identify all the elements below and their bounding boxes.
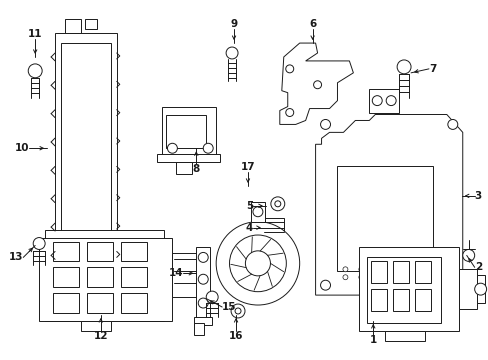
Text: 13: 13 (9, 252, 23, 262)
Bar (366, 257, 440, 323)
Text: 7: 7 (428, 64, 435, 74)
Circle shape (390, 275, 395, 280)
Bar (196, 247, 210, 319)
Circle shape (274, 201, 280, 207)
Text: 15: 15 (222, 302, 236, 312)
Circle shape (245, 251, 270, 276)
Circle shape (198, 298, 208, 308)
Bar (176, 162, 192, 174)
Bar (87, 267, 113, 287)
Bar (45, 230, 164, 321)
Circle shape (285, 65, 293, 73)
Bar (70, 271, 90, 279)
Circle shape (474, 283, 486, 295)
Circle shape (198, 252, 208, 262)
Bar (337, 166, 432, 271)
Circle shape (447, 280, 457, 290)
Bar (476, 275, 484, 303)
Circle shape (320, 280, 330, 290)
Bar (458, 269, 476, 309)
Circle shape (462, 249, 474, 261)
Circle shape (203, 143, 213, 153)
Bar (194, 317, 212, 325)
Circle shape (313, 81, 321, 89)
Text: 16: 16 (228, 331, 243, 341)
Bar (85, 19, 97, 29)
Circle shape (342, 275, 347, 280)
Text: 3: 3 (474, 191, 481, 201)
Circle shape (396, 60, 410, 74)
Bar (55, 33, 117, 271)
Circle shape (447, 120, 457, 129)
Bar (370, 289, 386, 311)
Text: 9: 9 (230, 19, 237, 29)
Circle shape (320, 120, 330, 129)
Polygon shape (279, 43, 353, 125)
Polygon shape (315, 114, 462, 295)
Bar (162, 107, 216, 158)
Circle shape (198, 274, 208, 284)
Bar (250, 202, 264, 222)
Circle shape (167, 143, 177, 153)
Circle shape (285, 109, 293, 117)
Bar (53, 267, 79, 287)
Bar (414, 289, 430, 311)
Text: 12: 12 (93, 331, 108, 341)
Text: 1: 1 (369, 335, 376, 345)
Bar (61, 43, 111, 261)
Text: 11: 11 (28, 29, 42, 39)
Text: 10: 10 (15, 143, 29, 153)
Circle shape (229, 235, 286, 292)
Circle shape (206, 291, 218, 303)
Circle shape (342, 267, 347, 272)
Bar (65, 19, 81, 33)
Bar (385, 331, 424, 341)
Circle shape (231, 304, 244, 318)
Circle shape (270, 197, 284, 211)
Bar (264, 218, 283, 234)
Bar (121, 267, 146, 287)
Bar (414, 261, 430, 283)
Circle shape (374, 267, 379, 272)
Circle shape (374, 275, 379, 280)
Circle shape (390, 267, 395, 272)
Circle shape (28, 64, 42, 78)
Bar (121, 242, 146, 261)
Bar (53, 242, 79, 261)
Bar (87, 293, 113, 313)
Bar (368, 89, 398, 113)
Circle shape (235, 308, 241, 314)
Circle shape (33, 238, 45, 249)
Bar (392, 261, 408, 283)
Circle shape (386, 96, 395, 105)
Circle shape (216, 222, 299, 305)
Circle shape (371, 96, 382, 105)
Circle shape (358, 267, 363, 272)
Text: 2: 2 (474, 262, 481, 272)
Bar (53, 293, 79, 313)
Bar (156, 154, 220, 162)
Circle shape (225, 47, 238, 59)
Circle shape (358, 275, 363, 280)
Text: 14: 14 (168, 268, 183, 278)
Bar (87, 242, 113, 261)
Bar (194, 323, 204, 335)
Text: 17: 17 (240, 162, 255, 172)
Bar (172, 253, 198, 297)
Text: 4: 4 (245, 222, 252, 233)
Text: 6: 6 (308, 19, 316, 29)
Bar (370, 261, 386, 283)
Bar (121, 293, 146, 313)
Circle shape (252, 207, 263, 217)
Bar (359, 247, 458, 331)
Bar (166, 114, 206, 148)
Text: 5: 5 (245, 201, 252, 211)
Bar (392, 289, 408, 311)
Bar (39, 238, 172, 321)
Bar (81, 321, 111, 331)
Text: 8: 8 (192, 164, 200, 174)
